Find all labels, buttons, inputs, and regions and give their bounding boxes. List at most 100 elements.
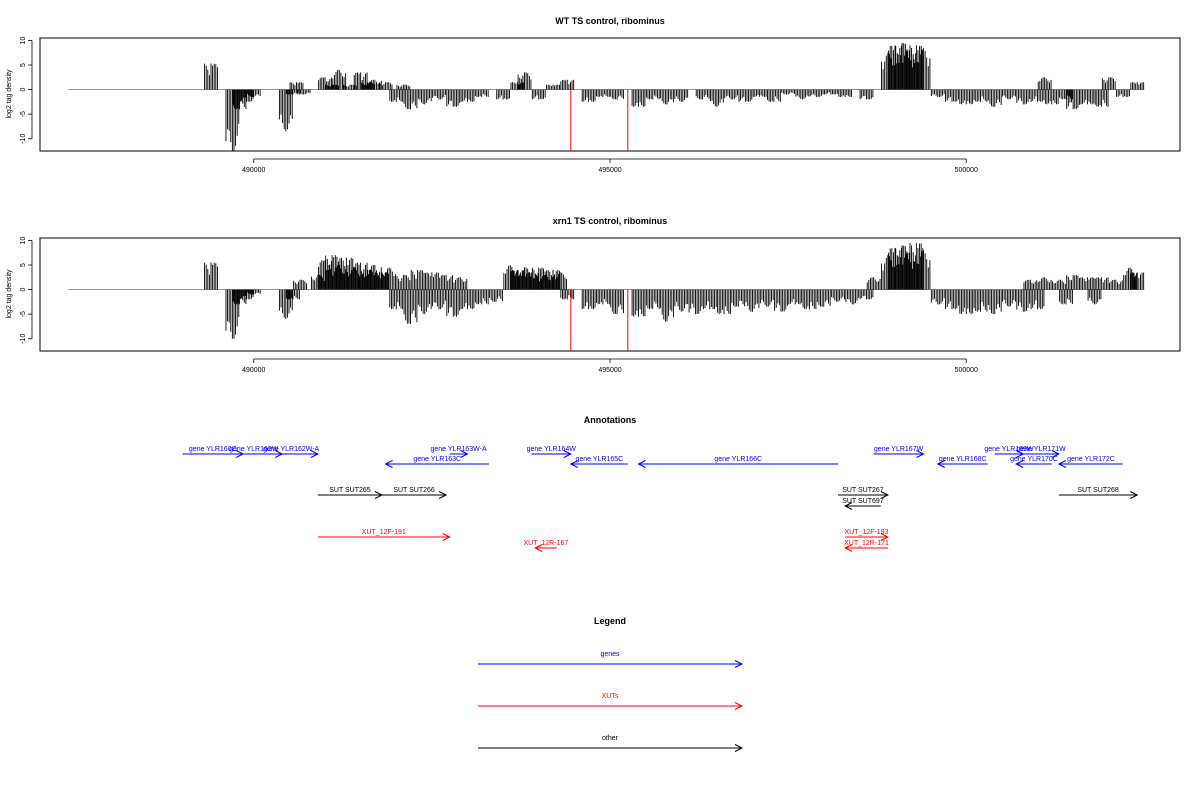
x-tick-label: 500000 [955, 167, 978, 174]
legend-item: other [478, 735, 744, 752]
xrn1-bars [68, 242, 1145, 351]
legend-label: XUTs [602, 693, 619, 700]
x-tick-label: 495000 [598, 367, 621, 374]
xrn1-panel-title: xrn1 TS control, ribominus [553, 216, 668, 226]
feature-label: gene YLR162W [229, 446, 279, 453]
feature-arrow-head [936, 460, 945, 468]
feature-label: gene YLR165C [575, 456, 623, 463]
x-tick-label: 490000 [242, 167, 265, 174]
wt-y-axis-label: log2 tag density [6, 69, 13, 119]
legend-item: XUTs [478, 693, 744, 710]
wt-plot-frame [39, 37, 1181, 152]
annotation-feature: SUT SUT268 [1058, 487, 1139, 499]
xrn1-panel: xrn1 TS control, ribominus log2 tag dens… [6, 216, 1181, 374]
feature-label: gene YLR163C [413, 456, 461, 463]
legend-items: genes XUTs other [478, 651, 744, 752]
annotation-feature: XUT_12R-167 [524, 540, 569, 552]
feature-label: SUT SUT267 [842, 487, 884, 494]
feature-arrow-head [438, 491, 448, 499]
annotation-feature: SUT SUT267 [838, 487, 889, 499]
feature-label: SUT SUT697 [842, 498, 884, 505]
legend-arrow-head [734, 702, 744, 710]
feature-arrow-head [384, 460, 393, 468]
wt-bars [68, 42, 1145, 151]
feature-arrow-head [442, 533, 451, 541]
annotation-feature: XUT_12F-191 [317, 529, 451, 541]
annotation-feature: gene YLR166C [637, 456, 838, 468]
annotation-feature: XUT_12R-171 [844, 540, 889, 552]
feature-label: XUT_12F-191 [362, 529, 406, 536]
feature-label: gene YLR164W [527, 446, 577, 453]
legend-label: other [602, 735, 619, 742]
annotation-feature: gene YLR170C [1010, 456, 1058, 468]
x-tick-label: 500000 [955, 367, 978, 374]
feature-arrow-head [563, 450, 572, 458]
annotation-feature: gene YLR165C [569, 456, 628, 468]
annotation-feature: XUT_12F-193 [845, 529, 889, 541]
y-tick-label: 0 [20, 288, 27, 292]
feature-arrow-head [844, 544, 853, 552]
y-tick-label: -5 [20, 311, 27, 317]
y-tick-label: -10 [20, 334, 27, 344]
y-tick-label: 5 [20, 263, 27, 267]
feature-label: XUT_12R-171 [844, 540, 889, 547]
y-tick-label: -5 [20, 111, 27, 117]
feature-arrow-head [1057, 460, 1067, 468]
wt-axes: 10 5 0 -5 -10 490000 495000 500000 [20, 36, 978, 174]
annotation-feature: gene YLR163W-A [431, 446, 487, 458]
feature-label: XUT_12R-167 [524, 540, 569, 547]
feature-label: gene YLR162W-A [263, 446, 319, 453]
feature-arrow-head [916, 450, 925, 458]
feature-label: gene YLR160C [189, 446, 237, 453]
feature-arrow-head [569, 460, 579, 468]
feature-arrow-head [637, 460, 646, 468]
feature-arrow-head [534, 544, 543, 552]
feature-arrow-head [460, 450, 469, 458]
annotation-feature: gene YLR163C [384, 456, 489, 468]
annotation-feature: SUT SUT265 [317, 487, 384, 499]
feature-arrow-head [1130, 491, 1139, 499]
y-tick-label: 10 [20, 36, 27, 44]
feature-label: XUT_12F-193 [845, 529, 889, 536]
xrn1-y-axis-label: log2 tag density [6, 269, 13, 319]
legend-arrow-head [734, 744, 744, 752]
annotation-feature: SUT SUT697 [842, 498, 884, 510]
feature-arrow-head [880, 533, 889, 541]
legend-label: genes [600, 651, 620, 658]
y-tick-label: -10 [20, 134, 27, 144]
feature-arrow-head [1015, 460, 1024, 468]
y-tick-label: 10 [20, 236, 27, 244]
feature-label: SUT SUT268 [1077, 487, 1119, 494]
legend-title: Legend [594, 616, 626, 626]
wt-panel: WT TS control, ribominus log2 tag densit… [6, 16, 1181, 174]
annotation-feature: gene YLR164W [527, 446, 577, 458]
annotation-feature: gene YLR168C [936, 456, 988, 468]
feature-label: SUT SUT265 [329, 487, 371, 494]
feature-label: gene YLR167W [874, 446, 924, 453]
feature-arrow-head [310, 450, 319, 458]
annotations-title: Annotations [584, 415, 637, 425]
x-tick-label: 495000 [598, 167, 621, 174]
feature-label: SUT SUT266 [393, 487, 435, 494]
feature-label: gene YLR172C [1067, 456, 1115, 463]
feature-label: gene YLR166C [714, 456, 762, 463]
wt-panel-title: WT TS control, ribominus [555, 16, 665, 26]
xrn1-plot-frame [39, 237, 1181, 352]
feature-label: gene YLR168C [939, 456, 987, 463]
legend-arrow-head [734, 660, 744, 668]
annotation-feature: SUT SUT266 [382, 487, 448, 499]
feature-label: gene YLR170C [1010, 456, 1058, 463]
y-tick-label: 5 [20, 63, 27, 67]
feature-label: gene YLR163W-A [431, 446, 487, 453]
legend: Legend genes XUTs other [478, 616, 744, 752]
annotation-feature: gene YLR162W-A [263, 446, 320, 458]
annotation-feature: gene YLR172C [1057, 456, 1123, 468]
xrn1-axes: 10 5 0 -5 -10 490000 495000 500000 [20, 236, 978, 374]
annotation-feature: gene YLR171W [1016, 446, 1066, 458]
feature-arrow-head [1051, 450, 1060, 458]
feature-arrow-head [844, 502, 853, 510]
feature-label: gene YLR169W [984, 446, 1034, 453]
